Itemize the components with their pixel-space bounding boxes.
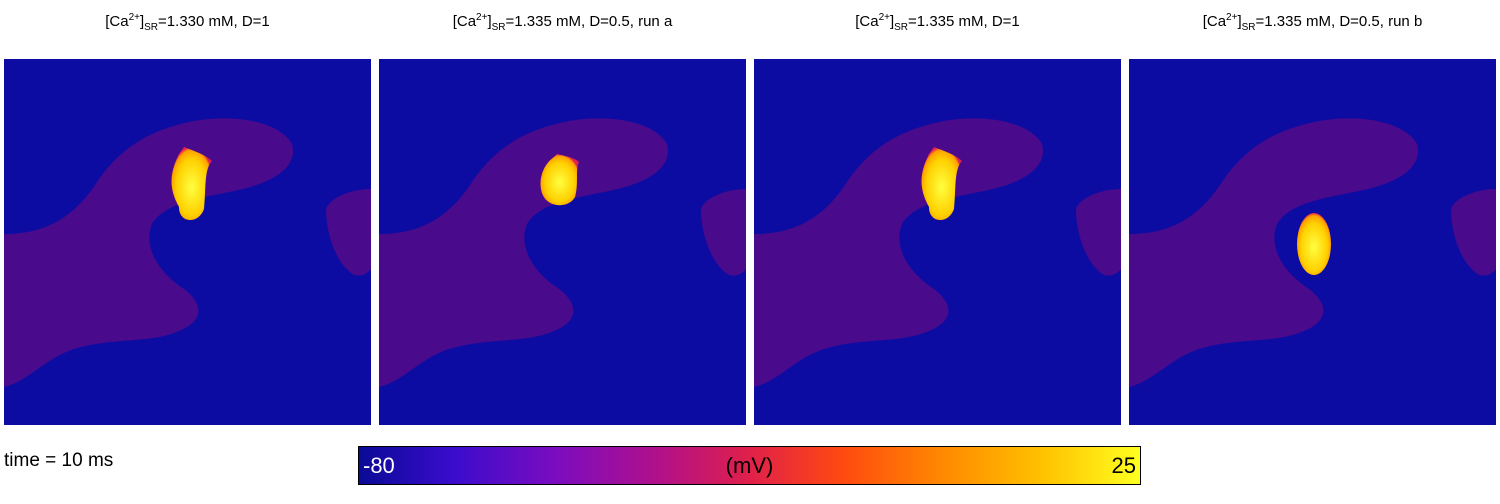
panel-title: [Ca2+]SR=1.335 mM, D=1 [855, 12, 1020, 33]
colorbar-min: -80 [363, 453, 395, 478]
panel-title: [Ca2+]SR=1.330 mM, D=1 [105, 12, 270, 33]
panel-title: [Ca2+]SR=1.335 mM, D=0.5, run b [1202, 12, 1423, 33]
panel-image [754, 59, 1121, 425]
time-label: time = 10 ms [4, 450, 114, 471]
panel-image [379, 59, 746, 425]
colorbar: -80 (mV) 25 [358, 446, 1141, 485]
panel-title: [Ca2+]SR=1.335 mM, D=0.5, run a [452, 12, 673, 33]
colorbar-unit: (mV) [725, 453, 774, 478]
panel-image [4, 59, 371, 425]
colorbar-max: 25 [1111, 453, 1136, 478]
panel-image [1129, 59, 1496, 425]
